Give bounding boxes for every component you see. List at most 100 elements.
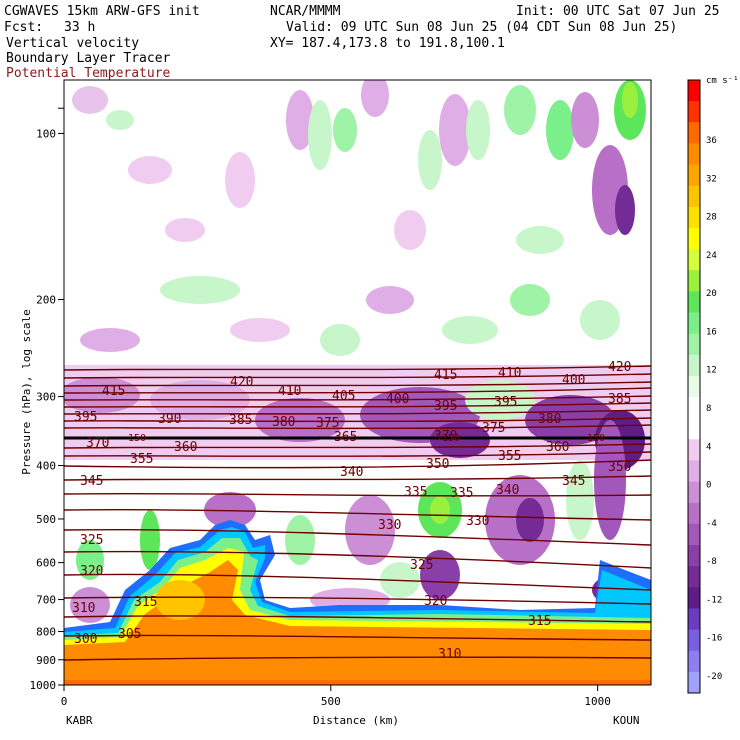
x-axis: 0 500 1000 <box>61 685 611 708</box>
theta-label-385b: 385 <box>608 392 631 407</box>
theta-label-410b: 410 <box>498 366 521 381</box>
theta-label-310b: 310 <box>438 647 461 662</box>
theta-label-315b: 315 <box>528 614 551 629</box>
theta-label-360b: 360 <box>546 440 569 455</box>
theta-contour-lines <box>64 365 651 661</box>
colorbar-swatch <box>688 375 700 398</box>
colorbar-swatch <box>688 587 700 609</box>
y-axis: 100 200 300 400 500 600 700 800 900 1000 <box>30 107 64 692</box>
theta-label-315: 315 <box>134 595 157 610</box>
colorbar-label: 36 <box>706 136 717 146</box>
theta-label-375b: 375 <box>482 421 505 436</box>
colorbar-label: 12 <box>706 366 717 376</box>
colorbar-swatch <box>688 270 700 292</box>
colorbar-swatch <box>688 249 700 271</box>
y-tick-label: 800 <box>36 626 56 639</box>
x-axis-label: Distance (km) <box>313 714 399 727</box>
field-vertical-velocity: Vertical velocity <box>6 36 140 51</box>
theta-label-415b: 415 <box>434 368 457 383</box>
theta-label-390: 390 <box>158 412 181 427</box>
theta-label-305: 305 <box>118 627 141 642</box>
colorbar-unit: cm s⁻¹ <box>706 76 739 86</box>
theta-label-340b: 340 <box>496 483 519 498</box>
colorbar-label: 24 <box>706 251 717 261</box>
y-tick-label: 100 <box>36 127 56 140</box>
y-tick-label: 300 <box>36 391 56 404</box>
valid-time: Valid: 09 UTC Sun 08 Jun 25 (04 CDT Sun … <box>286 20 678 35</box>
theta-label-380: 380 <box>272 415 295 430</box>
colorbar-frame <box>687 79 701 694</box>
colorbar: 36 32 28 24 20 16 12 8 4 0 -4 -8 -12 -16 -20 <box>687 79 722 694</box>
theta-label-320b: 320 <box>424 594 447 609</box>
colorbar-label: -4 <box>706 519 717 529</box>
theta-label-420: 420 <box>230 375 253 390</box>
theta-label-325b: 325 <box>410 558 433 573</box>
colorbar-label: 8 <box>706 404 711 414</box>
theta-label-395b: 395 <box>434 399 457 414</box>
y-tick-label: 500 <box>36 513 56 526</box>
theta-label-330b: 330 <box>466 514 489 529</box>
theta-label-375: 375 <box>316 416 339 431</box>
theta-label-380b: 380 <box>538 412 561 427</box>
theta-label-300: 300 <box>74 632 97 647</box>
y-tick-label: 400 <box>36 460 56 473</box>
colorbar-swatch <box>688 523 700 546</box>
colorbar-label: -8 <box>706 557 717 567</box>
colorbar-swatch <box>688 566 700 588</box>
y-tick-label: 600 <box>36 557 56 570</box>
colorbar-label: -20 <box>706 672 722 682</box>
y-tick-label: 900 <box>36 654 56 667</box>
marker-150-right: 150 <box>587 433 605 444</box>
field-potential-temperature: Potential Temperature <box>6 66 171 81</box>
theta-label-385: 385 <box>229 413 252 428</box>
colorbar-swatch <box>688 312 700 335</box>
colorbar-swatch <box>688 650 700 673</box>
colorbar-swatch <box>688 143 700 166</box>
colorbar-swatch <box>688 460 700 483</box>
theta-label-335b: 335 <box>450 486 473 501</box>
theta-label-360: 360 <box>174 440 197 455</box>
x-tick-label: 500 <box>321 695 341 708</box>
theta-label-400: 400 <box>386 392 409 407</box>
left-station-label: KABR <box>66 714 93 727</box>
theta-label-415: 415 <box>102 384 125 399</box>
theta-label-410: 410 <box>278 384 301 399</box>
colorbar-swatch <box>688 671 700 694</box>
init-time: Init: 00 UTC Sat 07 Jun 25 <box>516 4 720 19</box>
theta-label-355: 355 <box>130 452 153 467</box>
theta-label-350: 350 <box>426 457 449 472</box>
y-tick-label: 700 <box>36 594 56 607</box>
org-label: NCAR/MMMM <box>270 4 341 19</box>
colorbar-swatch <box>688 608 700 631</box>
theta-label-320: 320 <box>80 564 103 579</box>
colorbar-swatch <box>688 185 700 208</box>
colorbar-swatch <box>688 164 700 187</box>
model-title: CGWAVES 15km ARW-GFS init <box>4 4 200 19</box>
plot-frame <box>63 79 652 686</box>
theta-contour-labels: 300 305 310 310 315 315 320 320 325 325 … <box>72 360 631 662</box>
theta-label-365: 365 <box>334 430 357 445</box>
right-station-label: KOUN <box>613 714 640 727</box>
colorbar-swatch <box>688 80 700 102</box>
theta-label-345: 345 <box>80 474 103 489</box>
y-axis-label: Pressure (hPa), log scale <box>20 309 33 475</box>
colorbar-swatch <box>688 545 700 567</box>
colorbar-swatch <box>688 418 700 440</box>
theta-label-325: 325 <box>80 533 103 548</box>
colorbar-swatch <box>688 502 700 525</box>
xy-coords: XY= 187.4,173.8 to 191.8,100.1 <box>270 36 505 51</box>
colorbar-swatch <box>688 439 700 461</box>
upper-velocity-blobs <box>72 80 646 356</box>
colorbar-label: -16 <box>706 634 722 644</box>
colorbar-label: 0 <box>706 481 711 491</box>
theta-label-335: 335 <box>404 485 427 500</box>
colorbar-swatch <box>688 227 700 250</box>
colorbar-label: 28 <box>706 213 717 223</box>
plot-field <box>64 80 651 685</box>
colorbar-label: 32 <box>706 174 717 184</box>
colorbar-swatch <box>688 101 700 123</box>
theta-label-370b: 370 <box>434 429 457 444</box>
theta-label-420b: 420 <box>608 360 631 375</box>
x-tick-label: 1000 <box>584 695 611 708</box>
